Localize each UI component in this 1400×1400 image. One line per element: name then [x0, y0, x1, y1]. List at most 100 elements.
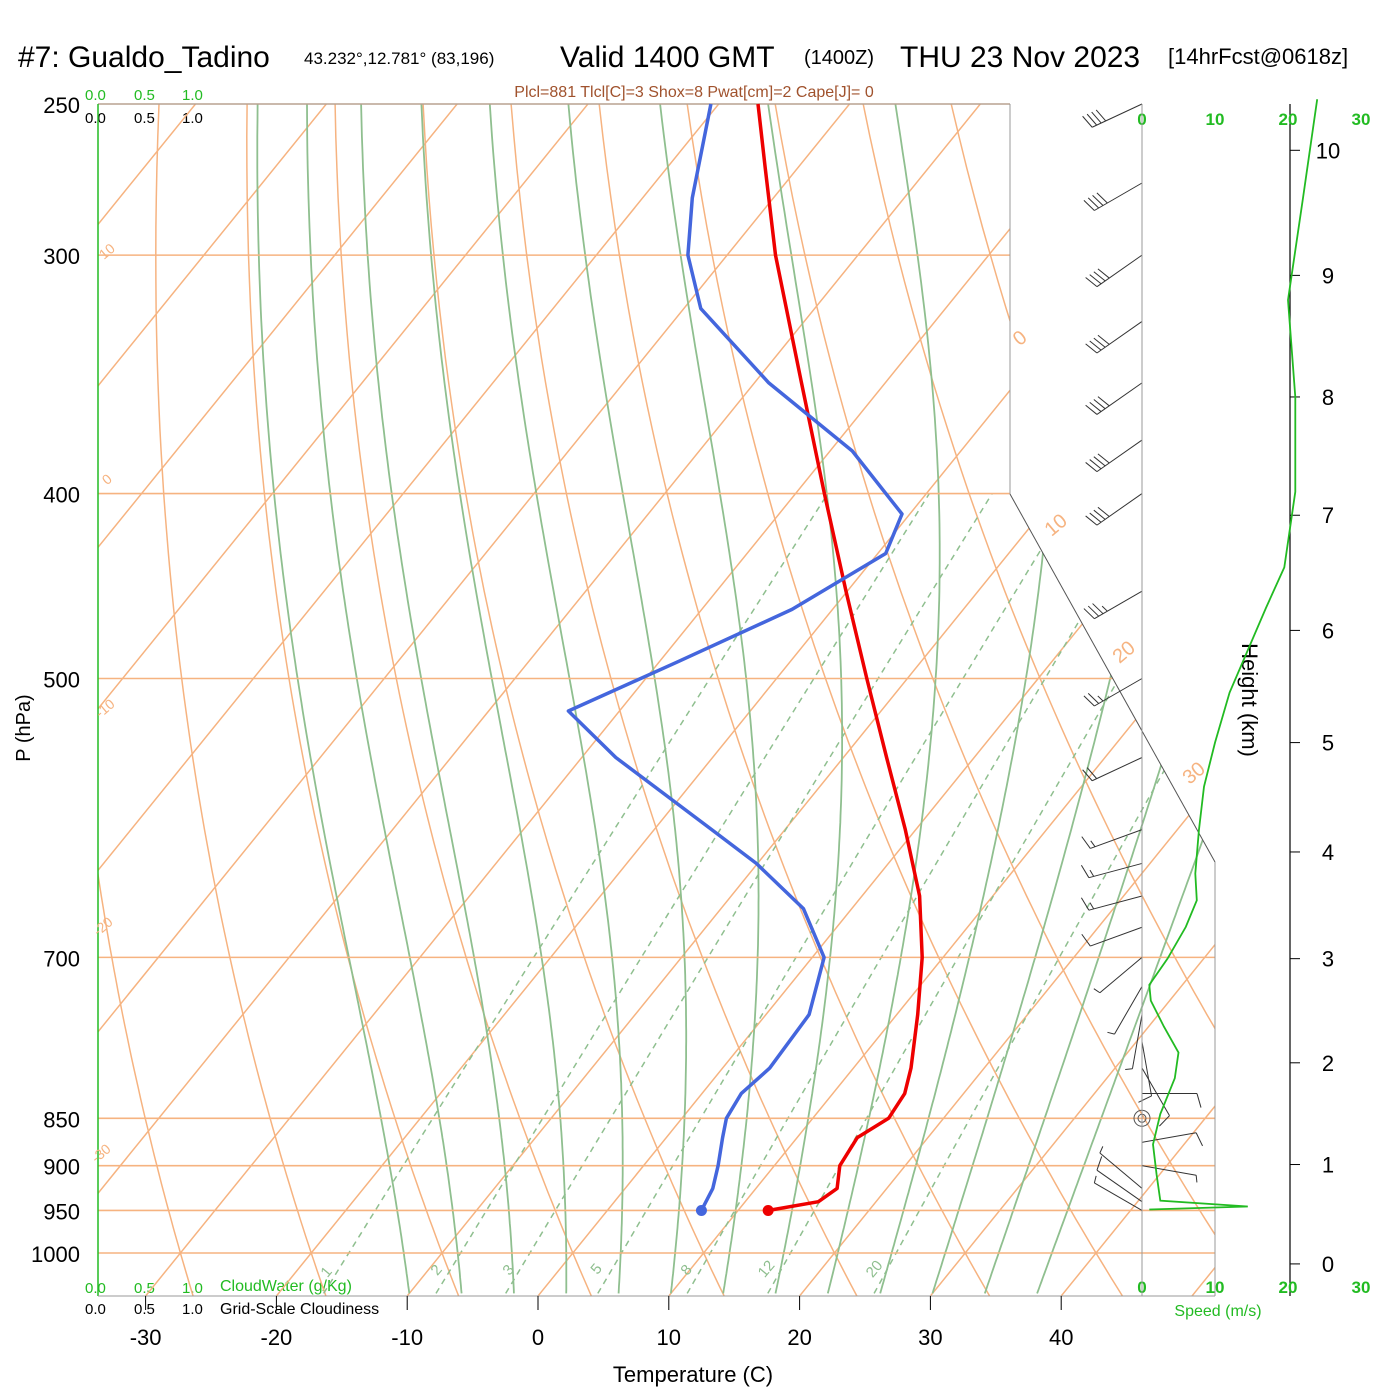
wind-barb-11 [1093, 956, 1143, 994]
barb-shaft [1091, 103, 1143, 128]
barb-full [1087, 197, 1100, 209]
isotherm-10 [639, 104, 1215, 1296]
cloudwater-tick-bottom-0: 0.0 [85, 1280, 106, 1297]
barb-full [1097, 506, 1110, 517]
station-coords: 43.232°,12.781° (83,196) [304, 49, 494, 68]
wind-barb-16 [1082, 757, 1143, 782]
surface-temperature-dot [762, 1204, 774, 1216]
barb-full [1089, 459, 1102, 470]
barb-shaft [1096, 382, 1143, 415]
moist-adiabat-2 [420, 104, 568, 1294]
station-title: #7: Gualdo_Tadino [18, 41, 270, 74]
barb-shaft [1091, 757, 1143, 782]
pressure-tick-300: 300 [43, 244, 80, 269]
barb-full [1087, 693, 1100, 704]
temperature-tick-20: 20 [787, 1325, 811, 1350]
cloudiness-tick-top-0: 0.0 [85, 110, 106, 127]
barb-shaft [1141, 1067, 1170, 1116]
cloudiness-tick-bottom-2: 1.0 [182, 1301, 203, 1318]
pressure-tick-500: 500 [43, 668, 80, 693]
isotherm-label-6: 10 [1041, 510, 1072, 541]
valid-time: Valid 1400 GMT [560, 41, 775, 74]
barb-half [1089, 869, 1095, 877]
barb-half [1125, 1068, 1133, 1070]
barb-half [1101, 605, 1108, 612]
speed-tick-top-30: 30 [1352, 110, 1371, 129]
temperature-tick-0: 0 [532, 1325, 544, 1350]
valid-date: THU 23 Nov 2023 [900, 41, 1140, 74]
wind-barb-23 [1085, 254, 1143, 288]
moist-adiabat--2 [360, 104, 515, 1294]
barb-shaft [1094, 182, 1143, 211]
barb-shaft [1131, 1014, 1143, 1069]
wind-barb-18 [1083, 590, 1143, 620]
isotherm-label-7: 20 [1109, 637, 1140, 668]
barb-full [1097, 396, 1110, 407]
cloudwater-tick-bottom-1: 0.5 [134, 1280, 155, 1297]
isotherm-20 [769, 104, 1215, 1296]
thermo-grid [98, 104, 1215, 1296]
barb-half [1090, 840, 1096, 848]
mixing-ratio-label-6: 20 [863, 1257, 887, 1281]
wind-barb-21 [1085, 382, 1143, 415]
barb-half [1107, 1031, 1115, 1035]
dry-adiabat-20 [500, 104, 877, 1296]
cloudiness-tick-bottom-1: 0.5 [134, 1301, 155, 1318]
profiles [566, 103, 924, 1216]
mixing-ratio-2 [435, 493, 930, 1294]
height-tick-1: 1 [1322, 1153, 1334, 1178]
mixing-ratio-label-1: 2 [427, 1261, 445, 1278]
plot-frame [97, 103, 1216, 1297]
barb-full [1085, 343, 1098, 354]
barb-shaft [1096, 254, 1143, 288]
barb-full [1085, 404, 1098, 415]
speed-tick-bottom-30: 30 [1352, 1278, 1371, 1297]
barb-full [1196, 1093, 1202, 1108]
temperature-axis-title: Temperature (C) [613, 1362, 773, 1387]
wind-barb-2 [1099, 1146, 1143, 1189]
barb-shaft [1090, 829, 1143, 849]
isotherm-label-1: 0 [99, 470, 115, 487]
temperature-tick--10: -10 [391, 1325, 423, 1350]
cloudiness-tick-top-2: 1.0 [182, 110, 203, 127]
dry-adiabat-30 [583, 104, 1012, 1296]
cloudwater-label: CloudWater (g/Kg) [220, 1278, 352, 1295]
temperature-tick--30: -30 [130, 1325, 162, 1350]
dry-adiabat-70 [913, 104, 1215, 1296]
barb-shaft [1141, 1041, 1153, 1096]
barb-full [1089, 401, 1102, 412]
cloudiness-tick-top-1: 0.5 [134, 110, 155, 127]
barb-shaft [1141, 1165, 1197, 1176]
barb-half [1195, 1175, 1198, 1183]
barb-full [1092, 603, 1104, 615]
barb-shaft [1088, 895, 1143, 911]
wind-barb-17 [1083, 678, 1143, 707]
barb-full [1093, 509, 1106, 520]
barb-half [1099, 1146, 1104, 1154]
stability-indices: Plcl=881 Tlcl[C]=3 Shox=8 Pwat[cm]=2 Cap… [514, 84, 874, 101]
mixing-ratio-8 [686, 493, 1156, 1294]
wind-barb-13 [1080, 895, 1143, 911]
barb-shaft [1096, 439, 1143, 473]
pressure-tick-900: 900 [43, 1155, 80, 1180]
moist-adiabat-14 [659, 104, 760, 1294]
barb-shaft [1096, 321, 1143, 354]
barb-full [1089, 274, 1102, 285]
wind-speed-line [1148, 99, 1319, 1211]
isotherm-50 [1162, 104, 1215, 1296]
barb-full [1081, 933, 1091, 947]
barb-full [1091, 111, 1102, 124]
isotherm--100 [98, 104, 346, 1296]
isotherm-30 [900, 104, 1215, 1296]
wind-barb-3 [1141, 1165, 1198, 1183]
speed-axis-title: Speed (m/s) [1174, 1303, 1261, 1320]
wind-barb-15 [1081, 829, 1143, 849]
barb-shaft [1141, 1132, 1197, 1143]
moist-adiabat--6 [306, 104, 463, 1294]
height-tick-3: 3 [1322, 947, 1334, 972]
height-tick-6: 6 [1322, 618, 1334, 643]
height-tick-5: 5 [1322, 731, 1334, 756]
barb-full [1087, 605, 1100, 617]
barb-full [1097, 334, 1110, 345]
cloudwater-tick-top-1: 0.5 [134, 87, 155, 104]
